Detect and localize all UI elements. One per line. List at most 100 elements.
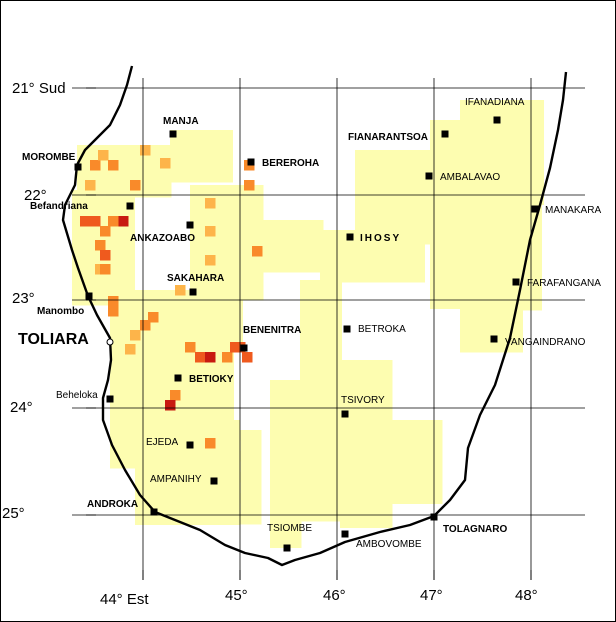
cell-light [440,277,451,288]
cell-light [93,221,104,232]
cell-light [400,472,411,483]
cell-light [310,500,321,511]
cell-light [350,433,361,444]
cell-light [280,495,291,506]
cell-light [500,247,511,258]
cell-light [211,206,222,217]
cell-light [302,230,313,241]
cell-light [240,472,251,483]
cell-light [470,184,481,195]
town-label-vangaindrano: VANGAINDRANO [505,337,586,348]
cell-light [482,204,493,215]
cell-light [386,213,397,224]
cell-light [502,331,513,342]
cell-light [135,493,146,504]
cell-light [156,493,167,504]
cell-light [350,475,361,486]
cell-light [491,184,502,195]
cell-light [355,192,366,203]
cell-light [350,370,361,381]
cell-light [470,121,481,132]
cell-light [242,258,253,269]
cell-light [386,223,397,234]
cell-light [160,392,171,403]
cell-light [260,262,271,273]
cell-light [361,465,372,476]
cell-light [461,288,472,299]
cell-light [400,483,411,494]
cell-light [281,262,292,273]
cell-light [418,223,429,234]
town-label-morombe: MOROMBE [22,152,76,163]
cell-light [161,176,172,187]
cell-light [371,423,382,434]
cell-light [382,507,393,518]
cell-light [120,395,131,406]
cell-light [280,474,291,485]
cell-light [292,262,303,273]
cell-light [72,242,83,253]
cell-light [171,350,182,361]
cell-light [212,172,223,183]
town-label-ankazoabo: ANKAZOABO [130,233,195,244]
town-markers [74,116,539,552]
cell-light [251,440,262,451]
cell-light [77,166,88,177]
cell-light [330,240,341,251]
cell-orange-light [160,158,171,169]
cell-light [300,437,311,448]
cell-light [502,300,513,311]
cell-light [211,248,222,259]
cell-light [461,214,472,225]
cell-light [376,234,387,245]
cell-light [365,150,376,161]
cell-light [300,469,311,480]
cell-orange-light [175,285,186,296]
cell-light [472,288,483,299]
cell-light [510,205,521,216]
cell-light [180,332,191,343]
cell-light [181,413,192,424]
cell-light [310,385,321,396]
cell-light [310,395,321,406]
cell-light [82,284,93,295]
cell-light [156,483,167,494]
cell-light [291,485,302,496]
lat-label-22: 22° [24,187,47,204]
cell-light [250,251,261,262]
cell-light [432,483,443,494]
cell-light [120,332,131,343]
cell-light [192,340,203,351]
cell-light [242,206,253,217]
cell-light [451,183,462,194]
cell-light [213,371,224,382]
cell-light [280,443,291,454]
cell-light [393,251,404,262]
cell-light [393,272,404,283]
cell-light [291,401,302,412]
cell-light [300,385,311,396]
cell-light [310,374,321,385]
cell-light [481,184,492,195]
cell-light [72,232,83,243]
cell-light [223,371,234,382]
cell-light [523,110,534,121]
cell-light [166,504,177,515]
cell-light [177,504,188,515]
cell-light [173,311,184,322]
cell-light [223,361,234,372]
cell-light [461,204,472,215]
cell-light [198,420,209,431]
cell-light [213,413,224,424]
cell-light [240,493,251,504]
cell-light [219,430,230,441]
cell-orange [205,438,216,449]
cell-light [533,142,544,153]
town-marker-betroka [343,325,351,333]
cell-light [310,290,321,301]
cell-light [242,290,253,301]
cell-light [481,121,492,132]
cell-light [221,206,232,217]
cell-light [145,514,156,525]
